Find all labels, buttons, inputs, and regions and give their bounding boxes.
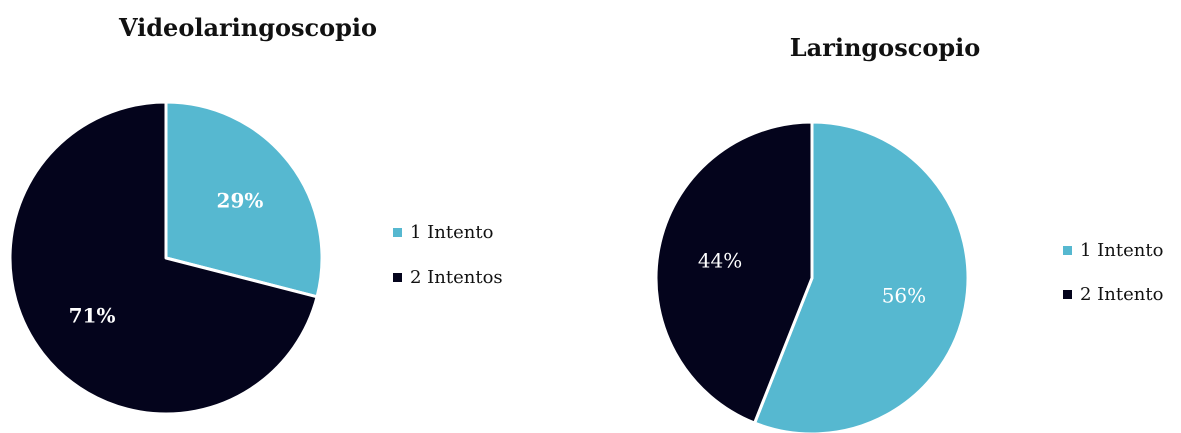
legend: 1 Intento 2 Intentos: [393, 222, 503, 288]
pie-slice-labels: 29% 71%: [69, 189, 264, 328]
legend-swatch: [1063, 290, 1072, 299]
legend-entry-label: 1 Intento: [410, 222, 493, 243]
legend-swatch: [393, 228, 402, 237]
pie-slice-1: [164, 100, 324, 299]
pie-slice-labels: 56% 44%: [698, 248, 926, 307]
legend-swatch: [1063, 246, 1072, 255]
slice-data-label: 71%: [69, 303, 116, 327]
pie-chart-laringoscopio: Laringoscopio 56% 44% 1 Intento 2 Intento: [654, 33, 1163, 433]
legend-entry-label: 2 Intento: [1080, 284, 1163, 305]
chart-title: Laringoscopio: [790, 33, 980, 62]
legend-swatch: [393, 273, 402, 282]
legend-entry-label: 2 Intentos: [410, 267, 503, 288]
slice-data-label: 44%: [698, 248, 742, 272]
slice-data-label: 56%: [882, 284, 926, 308]
pie-slices: [654, 120, 970, 433]
chart-title: Videolaringoscopio: [118, 13, 377, 42]
pie-chart-videolaringoscopio: Videolaringoscopio 29% 71% 1 Intento 2 Int…: [8, 13, 503, 416]
pie-slice-2: [8, 100, 319, 416]
pie-slice-2: [654, 120, 814, 425]
legend-entry-label: 1 Intento: [1080, 240, 1163, 261]
legend: 1 Intento 2 Intento: [1063, 240, 1163, 305]
pie-slices: [8, 100, 324, 416]
slice-data-label: 29%: [217, 189, 264, 213]
